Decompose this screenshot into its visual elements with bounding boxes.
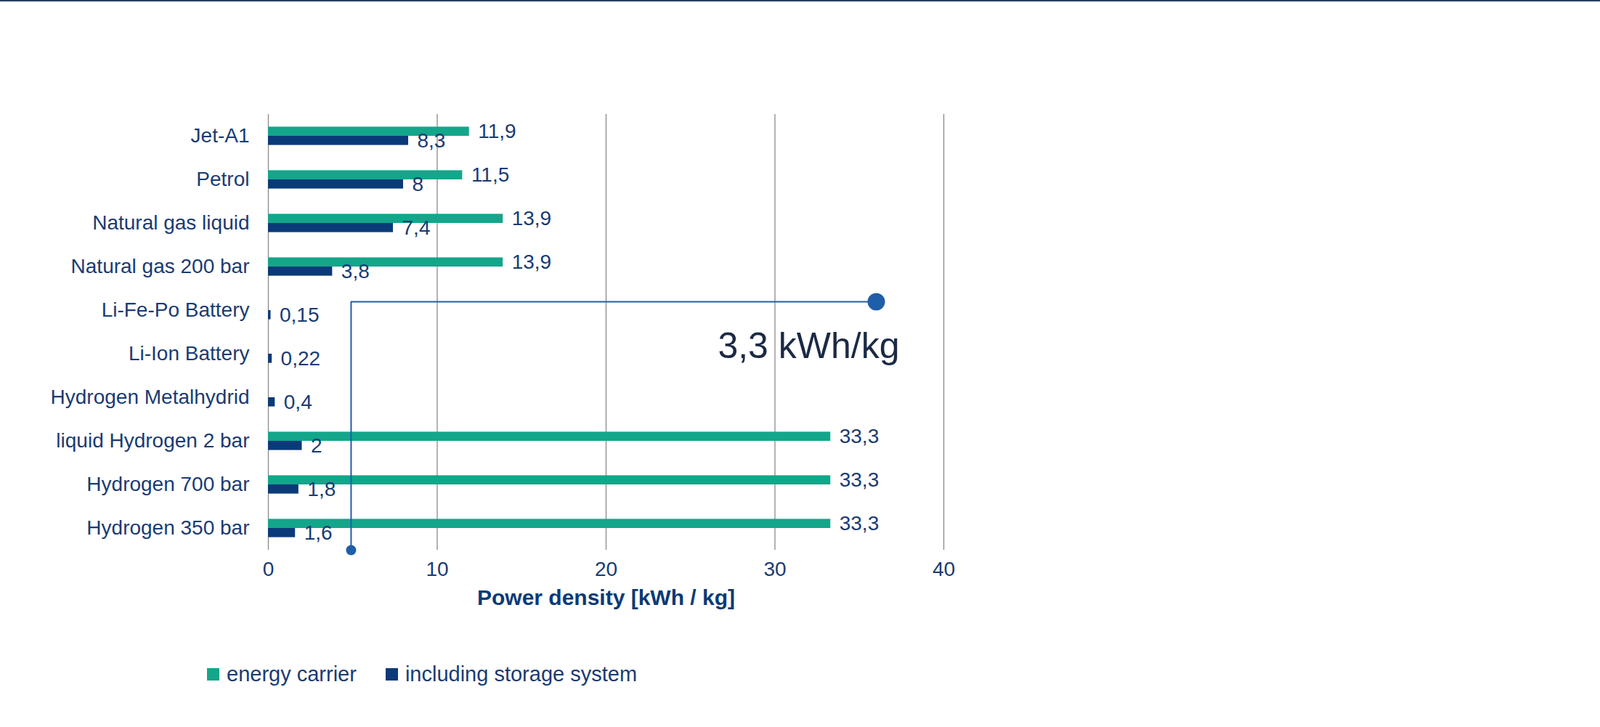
svg-text:Li-Fe-Po Battery: Li-Fe-Po Battery	[101, 298, 250, 322]
html-text:energy carrier: energy carrier	[226, 662, 357, 686]
svg-text:Petrol: Petrol	[196, 167, 250, 191]
svg-text:Hydrogen 350 bar: Hydrogen 350 bar	[86, 516, 250, 539]
svg-text:Jet-A1: Jet-A1	[191, 124, 250, 147]
svg-text:1,6: 1,6	[304, 521, 333, 544]
svg-text:0,4: 0,4	[283, 390, 313, 414]
svg-text:0,15: 0,15	[279, 303, 320, 327]
svg-text:33,3: 33,3	[839, 424, 880, 448]
svg-text:33,3: 33,3	[839, 512, 880, 535]
svg-text:0: 0	[262, 557, 275, 581]
svg-text:33,3: 33,3	[839, 468, 880, 491]
svg-text:40: 40	[932, 557, 956, 581]
svg-text:2: 2	[310, 434, 323, 457]
svg-text:Hydrogen Metalhydrid: Hydrogen Metalhydrid	[50, 385, 250, 409]
svg-text:Natural gas 200 bar: Natural gas 200 bar	[71, 254, 250, 278]
svg-text:10: 10	[425, 557, 449, 581]
svg-text:8,3: 8,3	[416, 129, 446, 152]
svg-text:Li-Ion Battery: Li-Ion Battery	[128, 342, 250, 365]
svg-text:8: 8	[412, 172, 425, 196]
svg-text:Hydrogen 700 bar: Hydrogen 700 bar	[86, 472, 250, 496]
svg-text:Natural gas liquid: Natural gas liquid	[92, 211, 250, 234]
svg-text:1,8: 1,8	[307, 477, 336, 501]
svg-text:liquid Hydrogen 2 bar: liquid Hydrogen 2 bar	[55, 429, 250, 452]
svg-text:7,4: 7,4	[402, 216, 431, 239]
svg-text:13,9: 13,9	[512, 206, 552, 230]
svg-text:11,9: 11,9	[477, 119, 516, 143]
svg-text:3,8: 3,8	[341, 260, 370, 283]
svg-text:13,9: 13,9	[512, 250, 552, 274]
svg-text:20: 20	[594, 557, 618, 581]
html-text:including storage system: including storage system	[405, 662, 638, 686]
svg-text:0,22: 0,22	[281, 347, 322, 370]
svg-text:30: 30	[763, 557, 786, 581]
svg-text:3,3 kWh/kg: 3,3 kWh/kg	[717, 325, 900, 367]
svg-text:Power density [kWh / kg]: Power density [kWh / kg]	[477, 585, 735, 610]
svg-text:11,5: 11,5	[471, 163, 510, 186]
